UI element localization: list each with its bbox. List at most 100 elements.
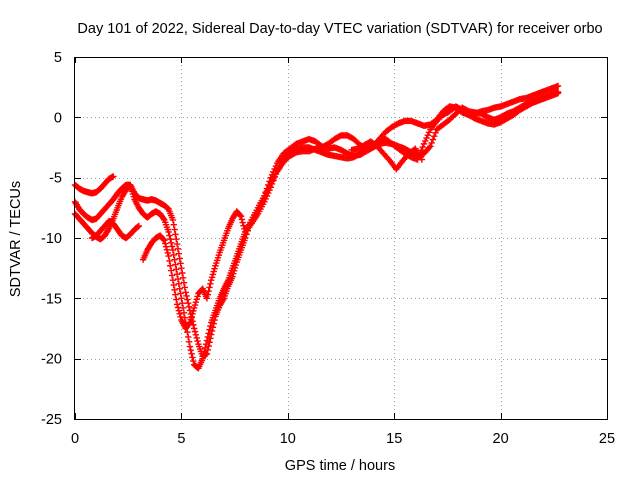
data-point: [425, 129, 433, 136]
data-point: [554, 90, 562, 97]
x-tick-label: 20: [493, 431, 509, 447]
data-point: [167, 267, 175, 274]
data-point: [189, 310, 196, 317]
series-3: [71, 82, 562, 332]
data-point: [190, 357, 197, 365]
data-point: [168, 272, 176, 279]
y-tick-label: -10: [41, 231, 62, 247]
data-point: [168, 243, 176, 250]
data-point: [174, 275, 182, 283]
x-tick-label: 10: [280, 431, 296, 447]
data-point: [431, 132, 438, 140]
data-point: [173, 296, 180, 303]
data-point: [171, 286, 178, 294]
data-point: [237, 213, 245, 220]
data-point: [420, 140, 428, 148]
data-point: [207, 280, 214, 288]
data-point: [208, 274, 216, 281]
data-point: [166, 257, 173, 265]
data-point: [188, 350, 195, 358]
data-point: [179, 274, 187, 282]
data-point: [174, 245, 182, 253]
data-point: [427, 143, 434, 150]
data-point: [175, 307, 183, 314]
data-point: [181, 284, 189, 291]
y-tick-label: -20: [41, 352, 62, 368]
data-point: [192, 298, 200, 306]
data-point: [178, 295, 185, 302]
data-point: [178, 264, 185, 272]
data-point: [164, 249, 171, 257]
data-point: [185, 333, 192, 341]
data-point: [173, 240, 181, 248]
y-tick-label: -15: [41, 291, 62, 307]
data-point: [202, 344, 209, 352]
data-point: [163, 246, 171, 254]
data-point: [210, 268, 217, 275]
data-point: [170, 221, 177, 228]
data-point: [207, 277, 215, 284]
data-point: [187, 316, 194, 323]
data-point: [173, 236, 180, 243]
data-point: [423, 134, 430, 142]
data-point: [162, 243, 170, 250]
data-point: [187, 347, 194, 354]
data-point: [193, 296, 200, 303]
data-point: [181, 314, 189, 321]
data-point: [183, 292, 190, 300]
plot-frame: [74, 57, 608, 420]
data-point: [432, 129, 439, 136]
data-point: [171, 256, 178, 263]
data-point: [424, 131, 432, 139]
data-point: [110, 173, 117, 180]
series-1: [71, 88, 562, 360]
data-point: [205, 287, 212, 295]
data-point: [179, 299, 186, 307]
axis-ticks: 0 5 10 15 20 25 5 0 -5 -10 -15 -20 -25: [41, 50, 615, 447]
data-point: [179, 269, 186, 277]
data-point: [160, 215, 167, 222]
data-point: [169, 246, 177, 254]
data-point: [202, 340, 210, 348]
data-point: [204, 291, 211, 298]
data-point: [211, 265, 218, 272]
y-tick-label: 0: [54, 110, 62, 126]
data-point: [209, 271, 217, 278]
data-point: [205, 330, 212, 337]
data-point: [182, 289, 189, 296]
data-point: [194, 337, 201, 345]
y-axis-label: SDTVAR / TECUs: [8, 181, 24, 297]
data-point: [185, 320, 193, 327]
data-point: [428, 139, 435, 147]
x-axis-label: GPS time / hours: [285, 458, 395, 474]
data-series: [71, 82, 562, 372]
data-point: [175, 250, 183, 257]
series-5: [348, 138, 426, 173]
data-point: [422, 137, 429, 145]
data-point: [190, 304, 198, 312]
data-point: [189, 354, 196, 361]
data-point: [170, 251, 177, 259]
data-point: [167, 239, 175, 247]
data-point: [240, 222, 247, 229]
data-point: [239, 219, 246, 226]
data-point: [165, 252, 172, 260]
data-point: [200, 351, 207, 359]
chart-title: Day 101 of 2022, Sidereal Day-to-day VTE…: [77, 21, 602, 37]
data-point: [186, 319, 194, 326]
data-point: [236, 212, 244, 219]
data-point: [206, 284, 213, 291]
data-point: [173, 301, 181, 308]
data-point: [190, 325, 198, 332]
data-point: [169, 277, 177, 284]
y-tick-label: -5: [49, 171, 62, 187]
data-point: [176, 310, 183, 317]
data-point: [192, 331, 200, 338]
data-point: [201, 348, 208, 355]
data-point: [186, 343, 194, 350]
data-point: [184, 296, 191, 303]
data-point: [203, 337, 211, 344]
data-point: [175, 280, 183, 288]
data-point: [173, 271, 181, 278]
